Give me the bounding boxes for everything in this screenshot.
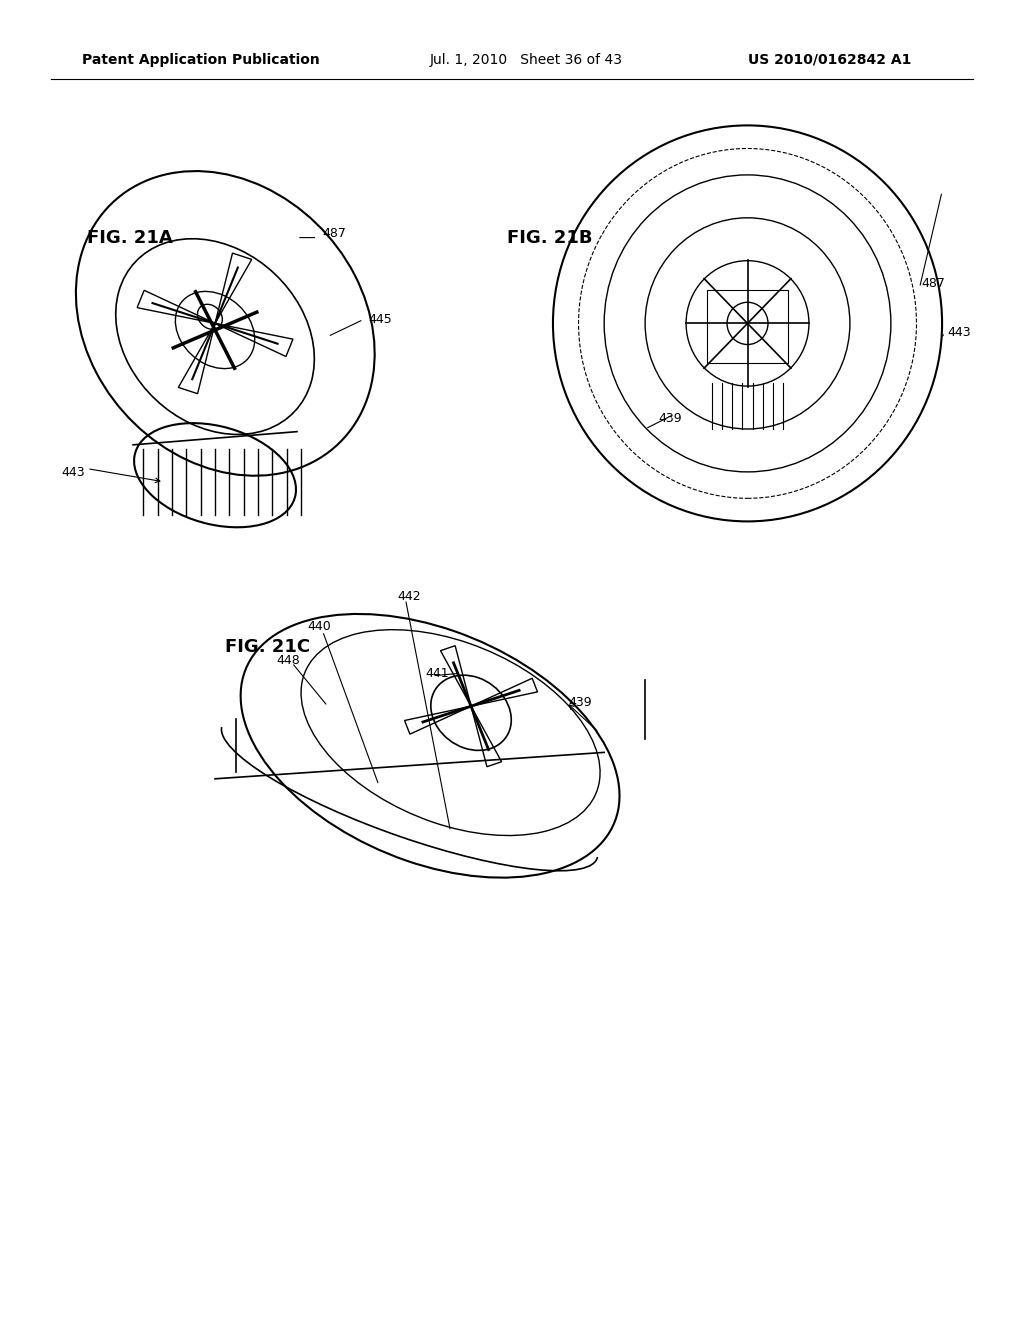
Text: US 2010/0162842 A1: US 2010/0162842 A1 — [748, 53, 911, 67]
Text: 487: 487 — [922, 277, 945, 290]
Text: 445: 445 — [369, 313, 392, 326]
Text: 442: 442 — [397, 590, 421, 603]
Text: 448: 448 — [276, 653, 300, 667]
Text: 439: 439 — [568, 696, 592, 709]
Text: FIG. 21A: FIG. 21A — [87, 228, 173, 247]
Text: FIG. 21B: FIG. 21B — [507, 228, 592, 247]
Text: Patent Application Publication: Patent Application Publication — [82, 53, 319, 67]
Text: 439: 439 — [658, 412, 682, 425]
Text: FIG. 21C: FIG. 21C — [225, 638, 310, 656]
Text: 443: 443 — [61, 466, 85, 479]
Text: 441: 441 — [425, 667, 449, 680]
Text: Jul. 1, 2010   Sheet 36 of 43: Jul. 1, 2010 Sheet 36 of 43 — [430, 53, 623, 67]
Text: 443: 443 — [947, 326, 971, 339]
Text: 487: 487 — [323, 227, 346, 240]
Text: 440: 440 — [307, 620, 331, 634]
